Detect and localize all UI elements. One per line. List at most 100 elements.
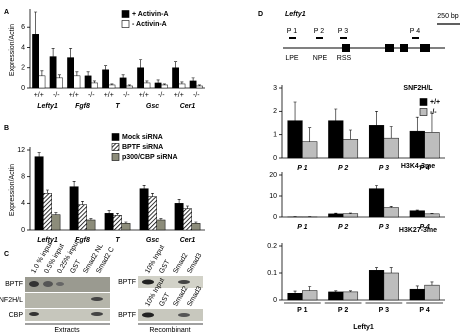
x-tick-label: Gsc (146, 237, 159, 244)
error-bar (127, 84, 131, 86)
error-bar (89, 218, 93, 220)
gel-caption: Recombinant (149, 327, 190, 334)
gel-band (43, 281, 53, 287)
y-tick-label: 4 (21, 44, 25, 51)
x-tick-label: P 1 (297, 165, 307, 172)
error-bar (334, 212, 338, 214)
error-bar (348, 290, 352, 292)
row-label: BPTF (5, 281, 23, 288)
y-tick-label: 10 (269, 193, 277, 200)
x-tick-label: -/- (88, 92, 95, 99)
x-tick-label: -/- (158, 92, 165, 99)
bar (368, 125, 385, 159)
element-label: LPE (285, 55, 299, 62)
probe-label: P 3 (338, 28, 348, 35)
legend-swatch (111, 153, 120, 161)
error-bar (348, 129, 352, 140)
row-label: BPTF (118, 279, 136, 286)
y-axis-label: Expression/Actin (9, 164, 16, 216)
x-tick-label: +/+ (69, 92, 79, 99)
lane-label: GST (69, 258, 83, 275)
error-bar (34, 11, 38, 35)
bar (32, 34, 40, 89)
legend-label: Mock siRNA (122, 134, 163, 141)
error-bar (430, 113, 434, 133)
legend-swatch (111, 143, 120, 151)
panel-label: C (4, 251, 9, 258)
x-tick-label: +/+ (139, 92, 149, 99)
gel-strip (25, 277, 110, 292)
probe-label: P 4 (410, 28, 420, 35)
bar (342, 291, 359, 301)
error-bar (197, 84, 201, 86)
bar (172, 67, 179, 89)
y-axis-label: Expression/Actin (9, 24, 16, 76)
error-bar (375, 111, 379, 126)
bar (102, 69, 109, 89)
x-tick-label: T (115, 237, 120, 244)
x-tick-label: P 3 (379, 165, 389, 172)
bar (183, 208, 192, 231)
gel-strip (138, 276, 203, 288)
bar (342, 213, 359, 218)
bar (302, 141, 318, 159)
legend-swatch (419, 98, 428, 106)
bar (49, 56, 57, 89)
error-bar (54, 212, 58, 215)
bar (67, 57, 74, 89)
x-tick-label: +/+ (174, 92, 184, 99)
bar (287, 293, 303, 301)
bar (368, 188, 385, 218)
bar (161, 84, 168, 89)
group-label: T (115, 103, 120, 110)
bar (154, 82, 162, 89)
error-bar (389, 205, 393, 208)
error-bar (72, 181, 76, 187)
group-label: Cer1 (180, 103, 196, 110)
legend-swatch (121, 20, 130, 28)
error-bar (142, 185, 146, 189)
x-tick-label: Lefty1 (37, 237, 58, 244)
bar (119, 77, 127, 89)
error-bar (124, 221, 128, 224)
x-tick-label: +/+ (34, 92, 44, 99)
x-tick-label: P 1 (297, 224, 307, 231)
panel-label: D (258, 11, 263, 18)
gel-band (178, 280, 190, 284)
lane-label: GST (158, 258, 172, 275)
error-bar (375, 185, 379, 189)
error-bar (293, 290, 297, 294)
scale-label: 250 bp (437, 13, 459, 20)
x-tick-label: P 1 (297, 307, 307, 314)
y-tick-label: 6 (21, 24, 25, 31)
bar (178, 83, 186, 89)
error-bar (156, 79, 160, 83)
y-tick-label: 0 (273, 214, 277, 221)
group-label: Gsc (146, 103, 159, 110)
bar (108, 84, 116, 89)
bar (383, 272, 399, 301)
bar (56, 77, 63, 89)
x-tick-label: P 4 (419, 307, 429, 314)
legend-label: p300/CBP siRNA (122, 154, 178, 161)
gel-band (91, 312, 103, 316)
x-tick-label: P 2 (338, 165, 348, 172)
group-label: Lefty1 (37, 103, 58, 110)
bar (287, 120, 303, 159)
error-bar (334, 290, 338, 292)
x-tick-label: P 2 (338, 307, 348, 314)
bar (189, 80, 197, 89)
error-bar (180, 81, 184, 84)
gel-band (142, 279, 154, 285)
y-tick-label: 0 (273, 297, 277, 304)
bar (328, 213, 344, 218)
error-bar (186, 205, 189, 209)
bar (137, 67, 144, 89)
error-bar (159, 218, 163, 220)
error-bar (191, 77, 195, 81)
bar (121, 223, 131, 231)
error-bar (92, 80, 96, 83)
bar (409, 210, 425, 218)
exon (420, 44, 430, 52)
probe-label: P 1 (287, 28, 297, 35)
